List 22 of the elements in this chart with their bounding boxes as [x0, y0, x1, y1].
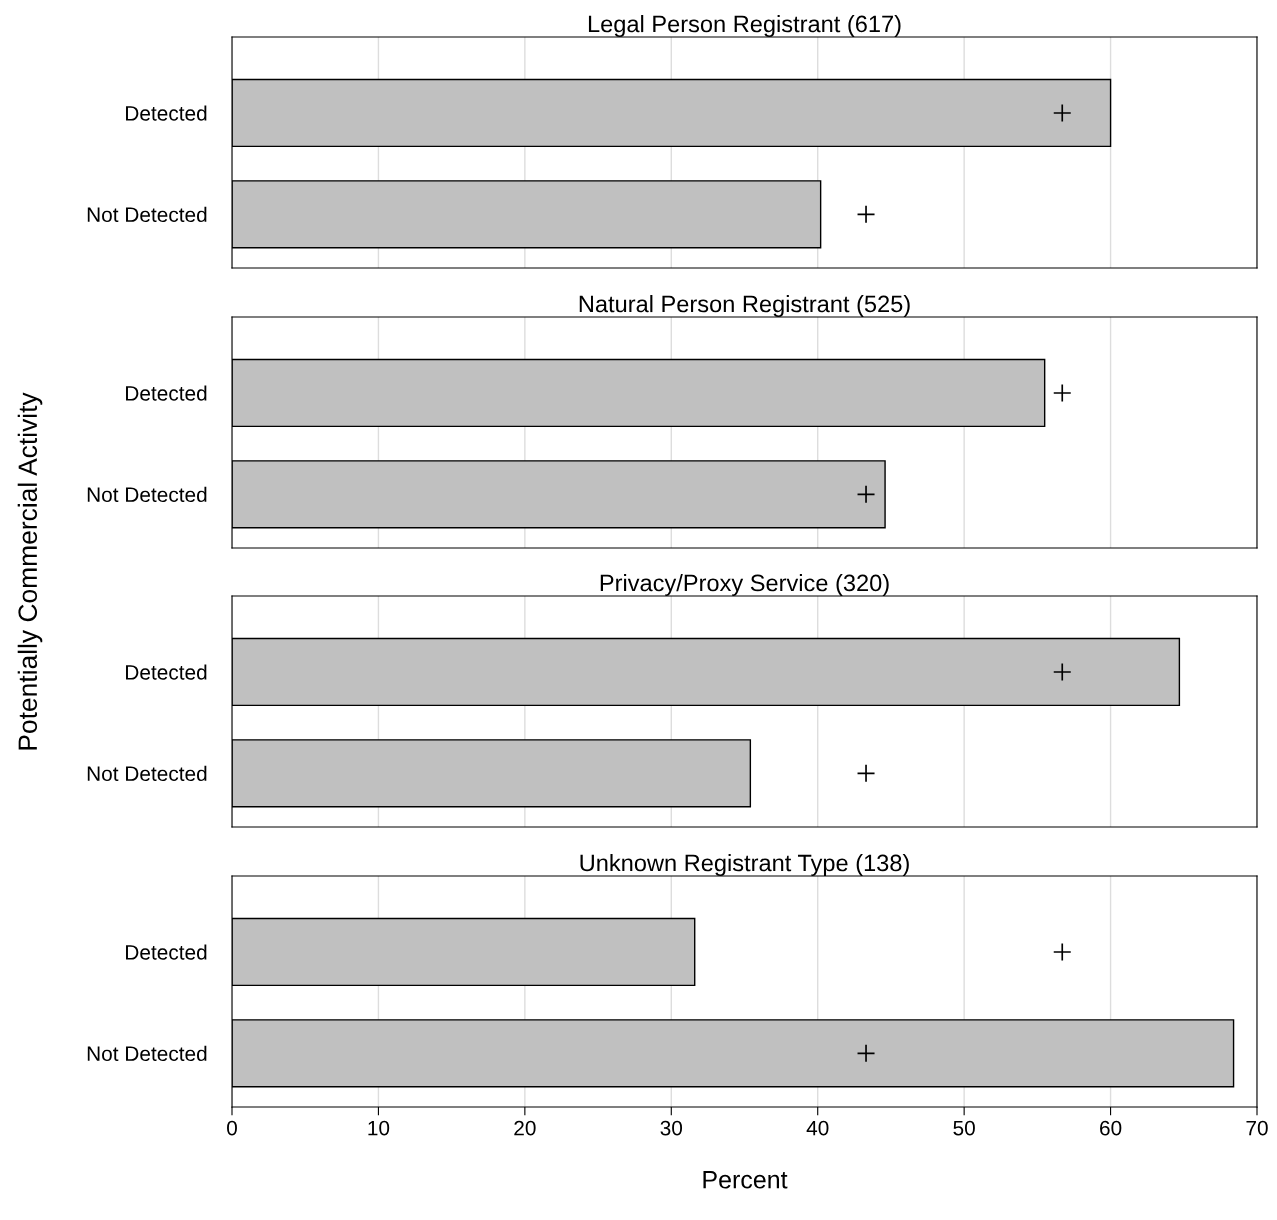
y-tick-label: Detected: [126, 944, 207, 960]
y-tick-label: Not Detected: [87, 765, 207, 782]
chart-title: Unknown Registrant Type (138): [580, 853, 909, 876]
x-tick-label: 20: [514, 1120, 536, 1136]
x-tick-label: 10: [368, 1120, 390, 1136]
x-tick-label: 0: [227, 1120, 237, 1136]
x-tick-label: 70: [1246, 1120, 1268, 1136]
y-tick-label: Not Detected: [87, 206, 207, 223]
x-tick-label: 50: [953, 1120, 975, 1136]
y-tick-label: Detected: [126, 664, 207, 680]
y-tick-label: Detected: [126, 105, 207, 121]
x-tick-label: 40: [806, 1120, 829, 1136]
x-tick-label: 60: [1100, 1120, 1122, 1136]
x-axis-title: Percent: [703, 1171, 788, 1189]
x-tick-label: 30: [660, 1120, 683, 1136]
y-tick-label: Not Detected: [87, 1045, 207, 1062]
chart-title: Legal Person Registrant (617): [588, 14, 901, 37]
y-tick-label: Not Detected: [87, 486, 207, 503]
y-tick-label: Detected: [126, 385, 207, 401]
y-axis-title: Potentially Commercial Activity: [17, 392, 43, 750]
chart-title: Natural Person Registrant (525): [579, 294, 910, 317]
chart-title: Privacy/Proxy Service (320): [600, 573, 889, 596]
